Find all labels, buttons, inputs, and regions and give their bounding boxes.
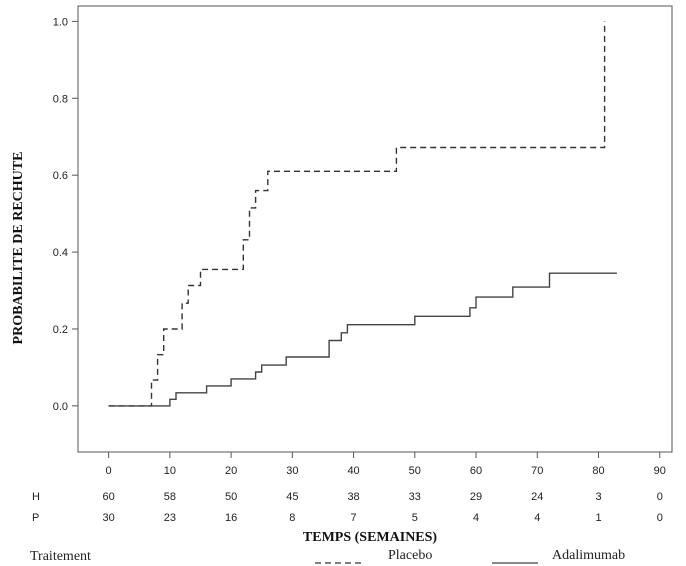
x-tick-label: 80 (592, 465, 604, 477)
y-tick-label: 0.8 (53, 93, 68, 105)
y-tick-label: 0.2 (53, 324, 68, 336)
risk-count: 0 (657, 491, 663, 503)
risk-count: 4 (534, 512, 540, 524)
series-line-adalimumab (108, 272, 617, 407)
risk-count: 58 (164, 491, 176, 503)
risk-count: 33 (409, 491, 421, 503)
risk-count: 4 (473, 512, 479, 524)
risk-count: 3 (595, 491, 601, 503)
risk-count: 7 (351, 512, 357, 524)
x-tick-label: 90 (654, 465, 666, 477)
series-line-placebo (108, 21, 606, 407)
legend-label-placebo: Placebo (388, 548, 432, 563)
y-tick-label: 0.4 (53, 247, 68, 259)
x-tick-label: 10 (164, 465, 176, 477)
risk-count: 30 (102, 512, 114, 524)
risk-count: 1 (595, 512, 601, 524)
risk-row-label: P (32, 512, 39, 524)
risk-count: 38 (347, 491, 359, 503)
risk-count: 8 (289, 512, 295, 524)
x-tick-label: 50 (409, 465, 421, 477)
y-tick-label: 1.0 (53, 16, 68, 28)
risk-count: 16 (225, 512, 237, 524)
x-tick-label: 40 (347, 465, 359, 477)
plot-layer: 0.00.20.40.60.81.00 10 20 30 40 50 60 70 80 90H 60… (32, 5, 673, 564)
x-axis-title: TEMPS (SEMAINES) (303, 530, 438, 545)
legend-label-adalimumab: Adalimumab (552, 548, 625, 563)
risk-count: 23 (164, 512, 176, 524)
risk-count: 60 (102, 491, 114, 503)
risk-row-label: H (32, 491, 40, 503)
y-tick-label: 0.0 (53, 401, 68, 413)
legend-title: Traitement (30, 549, 91, 564)
risk-count: 5 (412, 512, 418, 524)
y-tick-label: 0.6 (53, 170, 68, 182)
x-tick-label: 0 (106, 465, 112, 477)
risk-count: 0 (657, 512, 663, 524)
risk-count: 50 (225, 491, 237, 503)
risk-count: 29 (470, 491, 482, 503)
x-tick-label: 70 (531, 465, 543, 477)
y-axis-title: PROBABILITE DE RECHUTE (11, 152, 26, 345)
x-tick-label: 20 (225, 465, 237, 477)
plot-frame (77, 5, 673, 453)
risk-count: 24 (531, 491, 543, 503)
x-tick-label: 60 (470, 465, 482, 477)
x-tick-label: 30 (286, 465, 298, 477)
risk-count: 45 (286, 491, 298, 503)
